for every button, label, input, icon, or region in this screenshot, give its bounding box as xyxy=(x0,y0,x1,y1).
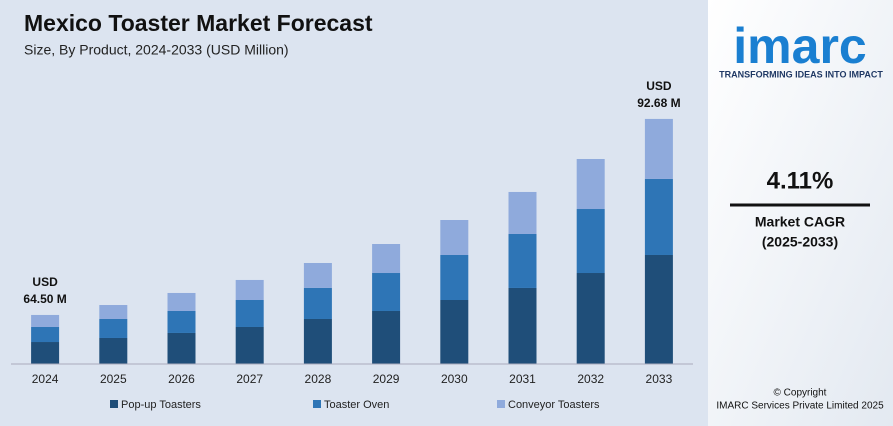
total-annotation: USD xyxy=(32,275,58,289)
bar-segment xyxy=(644,254,673,364)
bar-segment xyxy=(167,332,196,364)
total-annotation: USD xyxy=(646,79,672,93)
x-tick-label: 2028 xyxy=(305,372,332,386)
sidebar-background xyxy=(708,0,893,426)
bar-segment xyxy=(235,326,264,364)
bar-segment xyxy=(235,279,264,300)
total-annotation: 64.50 M xyxy=(23,292,66,306)
legend-swatch xyxy=(110,400,118,408)
company: IMARC Services Private Limited 2025 xyxy=(716,401,884,412)
bar-segment xyxy=(440,300,469,364)
chart-subtitle: Size, By Product, 2024-2033 (USD Million… xyxy=(24,42,289,58)
bar-segment xyxy=(99,318,128,338)
bar-segment xyxy=(31,326,60,343)
bar-segment xyxy=(303,318,332,364)
legend-label: Toaster Oven xyxy=(324,399,389,411)
cagr-label: Market CAGR xyxy=(755,214,845,230)
bar-segment xyxy=(372,273,401,311)
bar-segment xyxy=(235,300,264,327)
bar-segment xyxy=(508,287,537,364)
bar-segment xyxy=(644,178,673,255)
bar-segment xyxy=(644,118,673,179)
bar-segment xyxy=(99,337,128,364)
bar-segment xyxy=(303,287,332,319)
legend-swatch xyxy=(313,400,321,408)
bar-segment xyxy=(31,342,60,364)
x-tick-label: 2024 xyxy=(32,372,59,386)
x-tick-label: 2029 xyxy=(373,372,400,386)
bar-segment xyxy=(508,233,537,288)
x-tick-label: 2026 xyxy=(168,372,195,386)
legend-label: Conveyor Toasters xyxy=(508,399,600,411)
chart-title: Mexico Toaster Market Forecast xyxy=(24,10,373,36)
legend-label: Pop-up Toasters xyxy=(121,399,201,411)
cagr-value: 4.11% xyxy=(767,167,834,194)
bar-segment xyxy=(167,292,196,311)
x-tick-label: 2027 xyxy=(236,372,263,386)
bar-segment xyxy=(303,262,332,288)
x-tick-label: 2032 xyxy=(577,372,604,386)
bar-segment xyxy=(372,310,401,364)
x-tick-label: 2030 xyxy=(441,372,468,386)
x-tick-label: 2025 xyxy=(100,372,127,386)
bar-segment xyxy=(99,305,128,319)
x-tick-label: 2031 xyxy=(509,372,536,386)
x-tick-label: 2033 xyxy=(646,372,673,386)
copyright: © Copyright xyxy=(774,388,827,399)
bar-segment xyxy=(372,244,401,274)
total-annotation: 92.68 M xyxy=(637,96,680,110)
cagr-period: (2025-2033) xyxy=(762,234,838,250)
bar-segment xyxy=(31,314,60,327)
bar-segment xyxy=(440,220,469,255)
logo: imarc xyxy=(733,18,866,74)
legend-swatch xyxy=(497,400,505,408)
bar-segment xyxy=(167,310,196,333)
bar-segment xyxy=(576,209,605,274)
bar-segment xyxy=(576,273,605,364)
bar-segment xyxy=(440,254,469,300)
bar-segment xyxy=(576,158,605,210)
bar-segment xyxy=(508,191,537,234)
tagline: TRANSFORMING IDEAS INTO IMPACT xyxy=(719,69,883,79)
